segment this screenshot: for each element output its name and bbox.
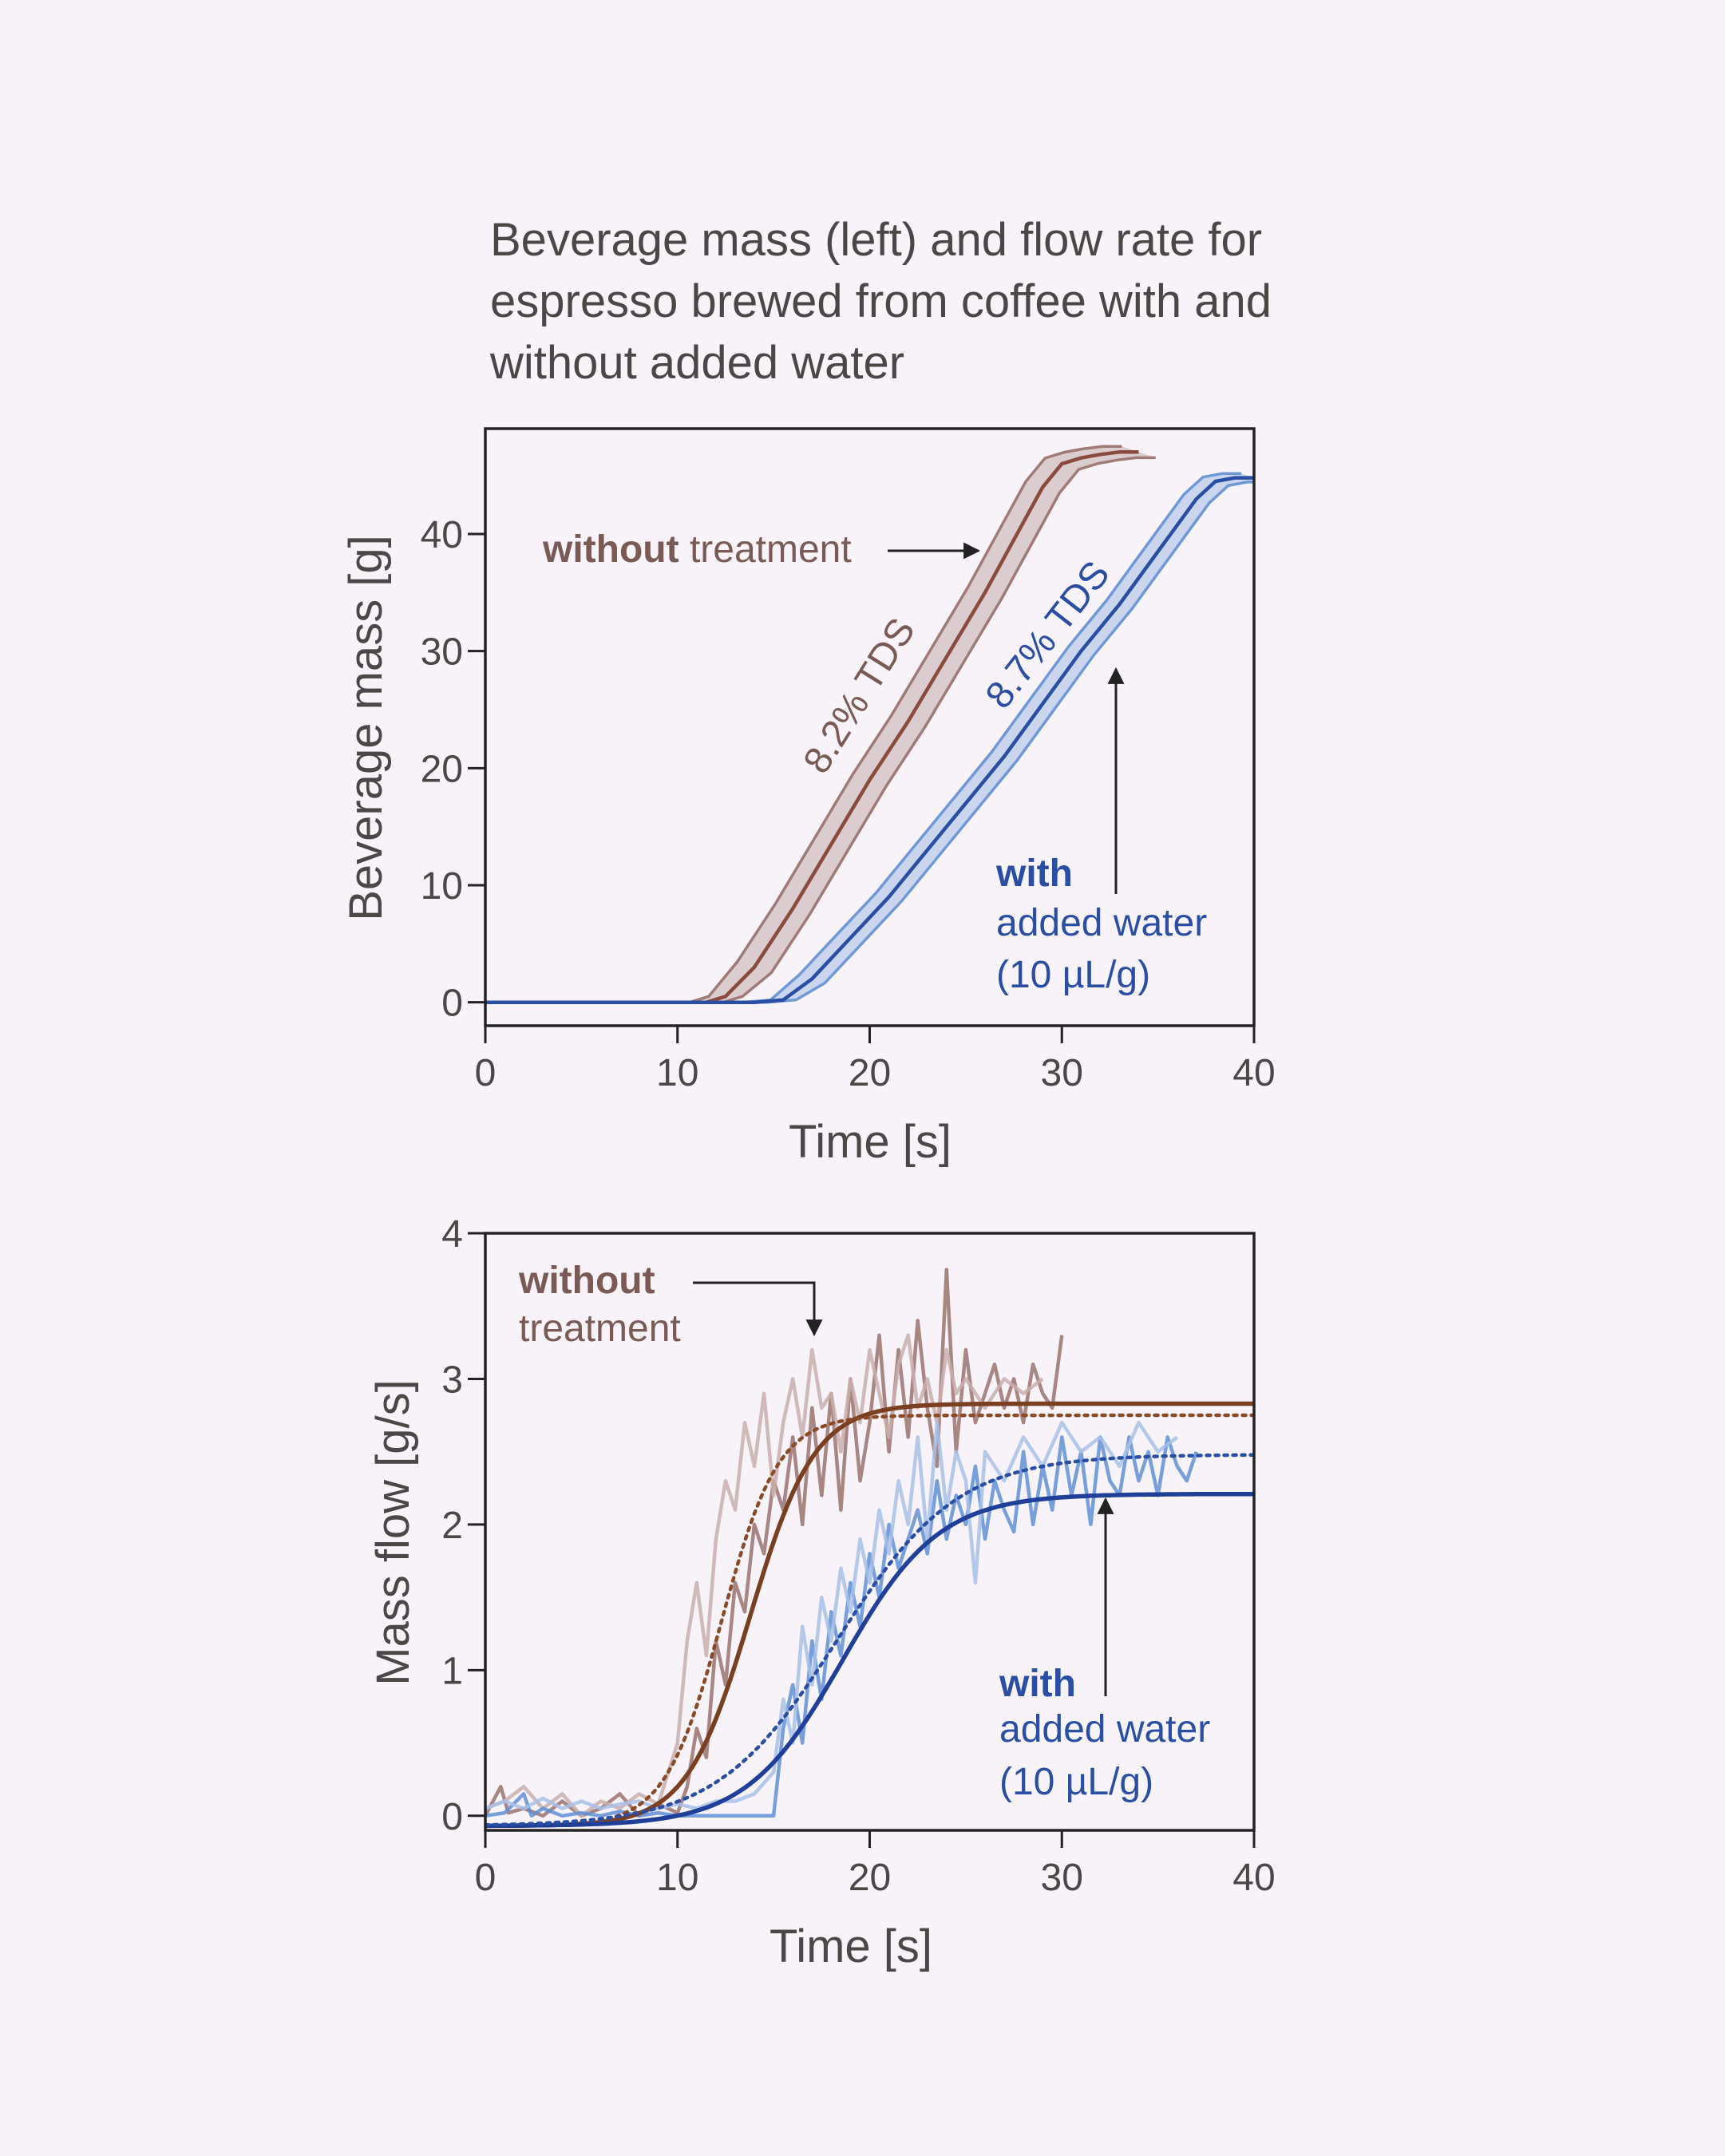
top-y-tick-label: 40	[421, 514, 463, 556]
chart-title: Beverage mass (left) and flow rate for e…	[490, 209, 1448, 394]
mass-chart: 0 10 20 30 40 0 10 20 30 40 Time [s] Beverage ma…	[340, 427, 1276, 1168]
bot-y-tick-label: 4	[441, 1213, 463, 1256]
flow-y-axis-label: Mass flow [g/s]	[367, 1379, 419, 1686]
title-line-2: espresso brewed from coffee with and	[490, 275, 1272, 327]
flow-annotation-with-line-2: (10 µL/g)	[999, 1761, 1153, 1803]
bot-x-tick-label: 30	[1041, 1857, 1083, 1899]
mass-y-axis-label: Beverage mass [g]	[340, 535, 392, 921]
arrow-flow-without-treatment	[693, 1281, 823, 1337]
flow-raw-with-2	[485, 1420, 1179, 1810]
flow-annotation-with-line-1: added water	[999, 1708, 1210, 1751]
bot-y-tick-label: 0	[441, 1796, 463, 1838]
top-x-tick-label: 20	[849, 1052, 891, 1094]
title-line-3: without added water	[490, 337, 905, 389]
bot-x-tick-label: 40	[1232, 1857, 1275, 1899]
flow-fit-with-dotted	[485, 1453, 1254, 1827]
bot-x-tick-label: 0	[475, 1857, 497, 1899]
top-x-tick-label: 0	[475, 1052, 497, 1094]
flow-annotation-without-line-1: treatment	[519, 1307, 681, 1350]
top-x-tick-label: 10	[656, 1052, 698, 1094]
top-y-tick-label: 30	[421, 631, 463, 674]
top-y-tick-label: 20	[421, 748, 463, 790]
annotation-with-bold: with	[995, 853, 1073, 895]
bot-y-tick-label: 1	[441, 1650, 463, 1692]
annotation-with-line-2: (10 µL/g)	[996, 954, 1150, 996]
flow-annotation-with-bold: with	[999, 1663, 1076, 1705]
bot-y-tick-label: 3	[441, 1359, 463, 1401]
bot-y-tick-label: 2	[441, 1505, 463, 1547]
flow-fit-without-dotted	[485, 1413, 1254, 1828]
mass-x-axis-label: Time [s]	[789, 1116, 952, 1168]
annotation-with-line-1: added water	[996, 902, 1207, 944]
flow-x-axis-label: Time [s]	[770, 1921, 932, 1972]
bot-x-tick-label: 10	[656, 1857, 698, 1899]
flow-fit-without-solid	[485, 1401, 1254, 1829]
flow-annotation-without-bold: without	[518, 1260, 655, 1302]
title-line-1: Beverage mass (left) and flow rate for	[490, 214, 1263, 266]
top-x-tick-label: 30	[1041, 1052, 1083, 1094]
annotation-without-treatment: without treatment	[542, 528, 852, 571]
top-x-tick-label: 40	[1232, 1052, 1275, 1094]
annotation-without-rest: treatment	[679, 528, 852, 571]
top-y-tick-label: 10	[421, 865, 463, 908]
flow-chart: 0 10 20 30 40 0 1 2 3 4 Time [s] Mass flow [g/s]…	[367, 1213, 1276, 1972]
top-y-tick-label: 0	[441, 983, 463, 1025]
bot-x-tick-label: 20	[849, 1857, 891, 1899]
flow-fit-with-solid	[485, 1491, 1254, 1829]
mass-line-with	[485, 476, 1254, 1004]
annotation-without-bold: without	[542, 528, 679, 571]
